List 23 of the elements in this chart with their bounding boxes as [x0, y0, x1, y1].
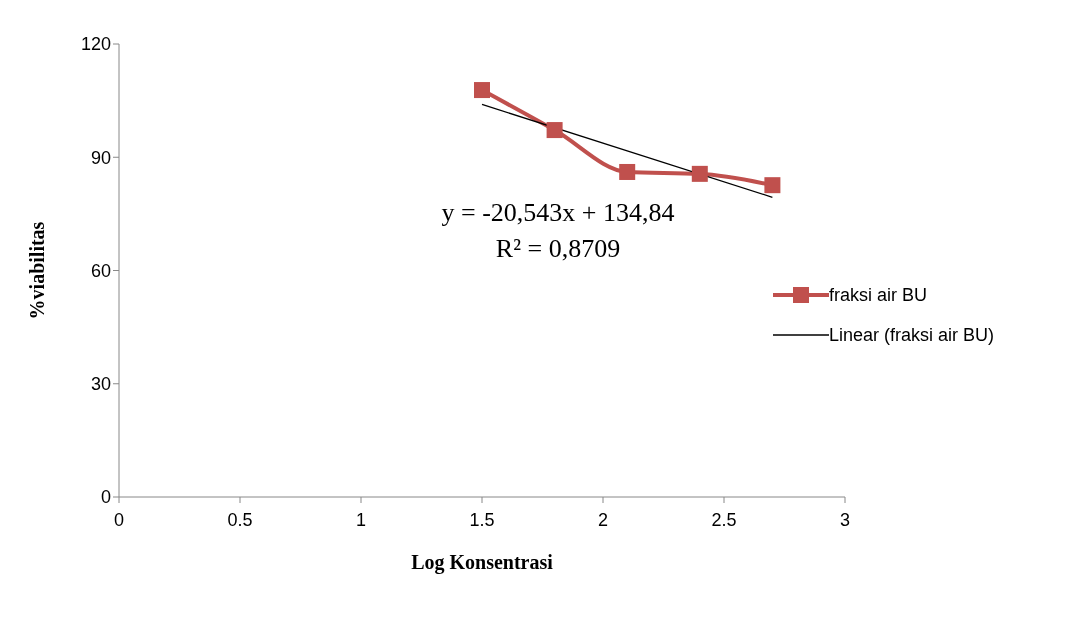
y-axis-title: %viabilitas — [26, 221, 49, 320]
annotation: y = -20,543x + 134,84 — [440, 198, 676, 228]
annotation: R² = 0,8709 — [494, 234, 622, 264]
point — [474, 82, 490, 99]
y-tick-label: 60 — [90, 260, 111, 281]
y-tick-label: 90 — [90, 147, 111, 168]
y-tick-label: 120 — [80, 34, 111, 55]
point — [619, 163, 636, 180]
x-tick-label: 0 — [113, 509, 125, 530]
point — [691, 165, 708, 182]
x-tick-label: 2.5 — [711, 509, 737, 530]
y-tick-label: 0 — [100, 487, 111, 508]
x-tick-label: 0.5 — [227, 509, 253, 530]
point — [546, 122, 563, 139]
x-tick-label: 1 — [355, 509, 367, 530]
legend-label: fraksi air BU — [829, 284, 928, 306]
x-tick-label: 1.5 — [469, 509, 495, 530]
y-tick-label: 30 — [90, 374, 111, 395]
x-tick-label: 3 — [839, 509, 851, 530]
x-tick-label: 2 — [597, 509, 609, 530]
x-axis-title: Log Konsentrasi — [411, 551, 554, 574]
point — [764, 177, 781, 194]
legend-label: Linear (fraksi air BU) — [829, 324, 995, 346]
